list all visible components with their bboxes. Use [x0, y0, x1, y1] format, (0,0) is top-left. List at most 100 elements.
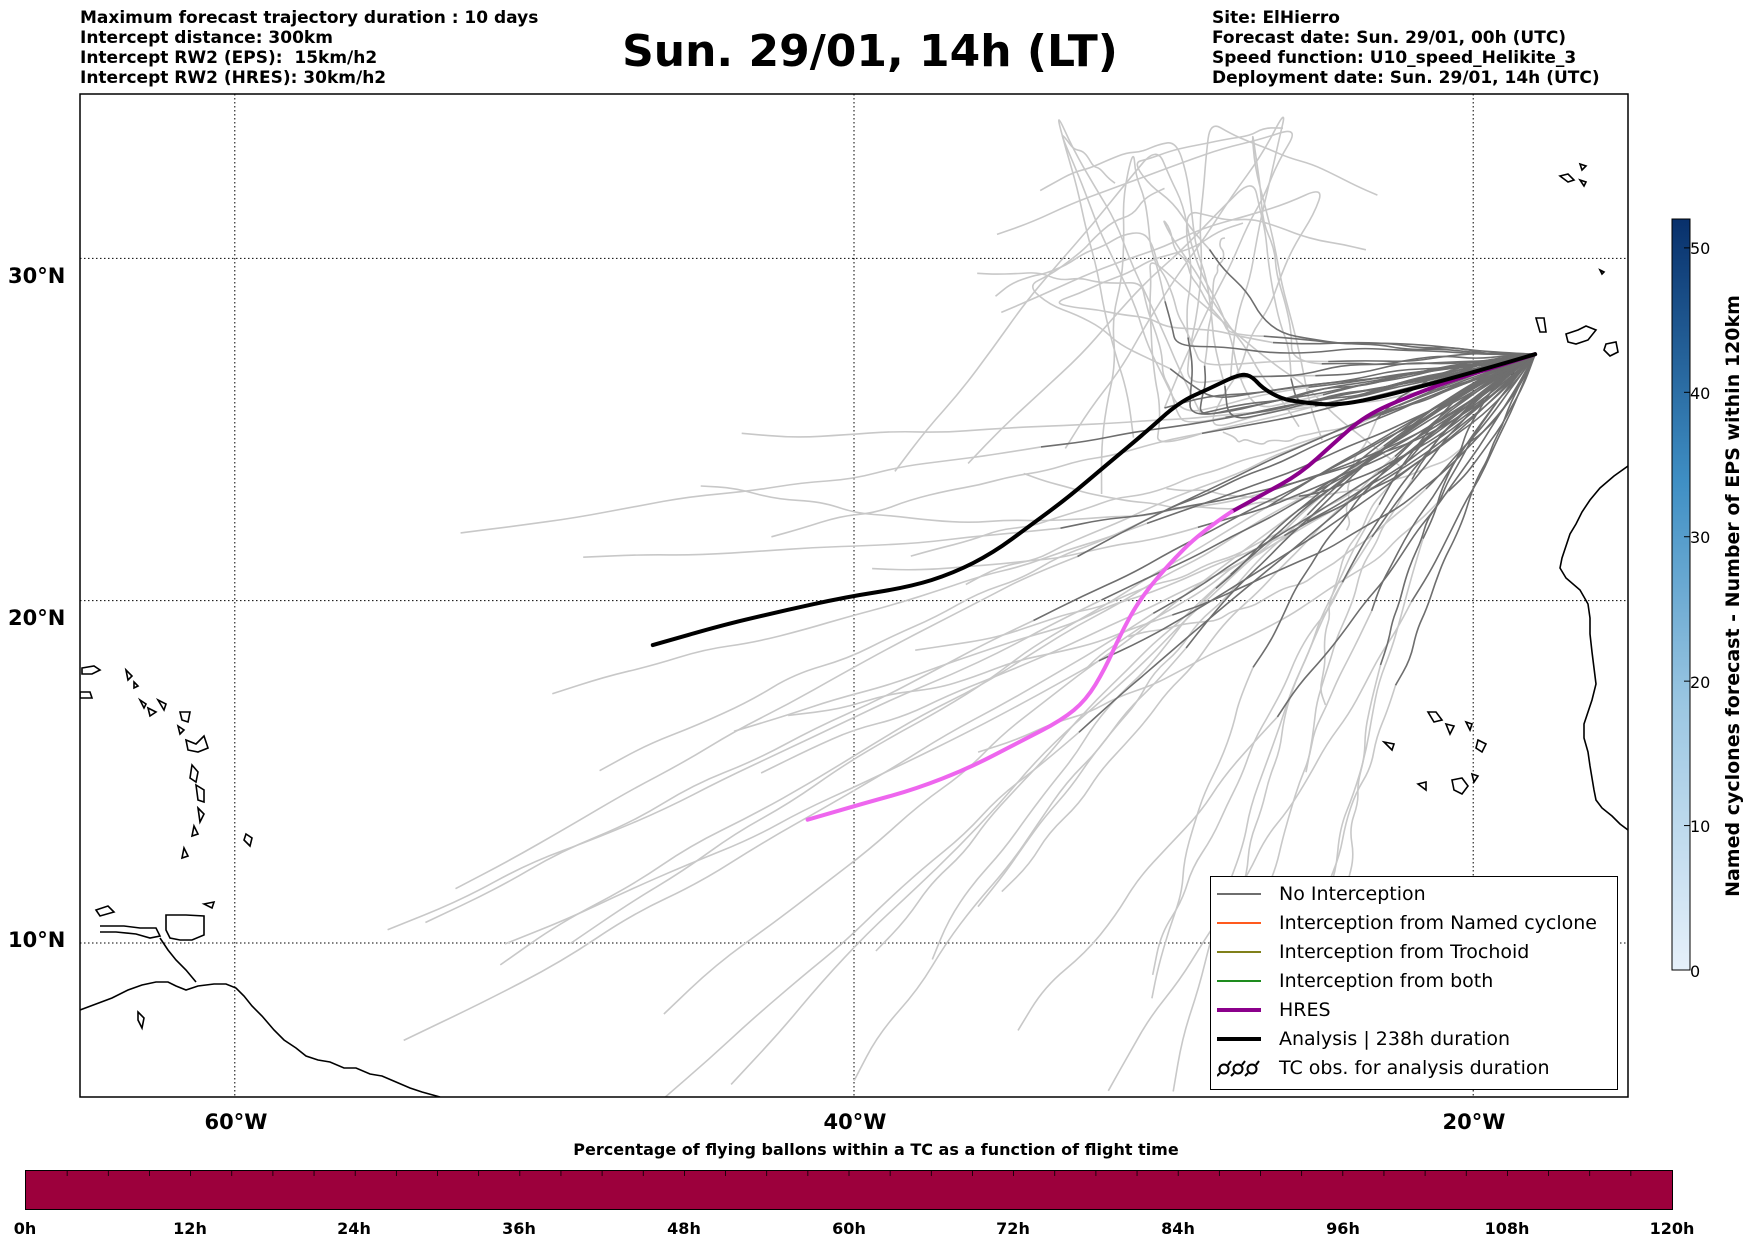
- intercept-eps-text: Intercept RW2 (EPS): 15km/h2: [80, 48, 378, 68]
- lon-label-60w: 60°W: [204, 1110, 268, 1134]
- eps-trajectory-faded: [1320, 464, 1406, 706]
- colorbar-ticks: [1684, 247, 1690, 971]
- legend-item-hres: HRES: [1217, 996, 1331, 1024]
- martinique: [194, 783, 205, 804]
- legend-item-trochoid: Interception from Trochoid: [1217, 938, 1529, 966]
- st-vincent: [190, 823, 200, 838]
- eps-trajectory: [1394, 353, 1536, 686]
- paria-peninsula: [100, 925, 162, 939]
- time-tick-label: 84h: [1161, 1219, 1195, 1238]
- colorbar-gradient: [1671, 218, 1691, 971]
- colorbar-tick-label: 50: [1690, 239, 1711, 258]
- time-tick-label: 48h: [667, 1219, 701, 1238]
- eps-trajectory-faded: [875, 573, 1232, 952]
- legend-label: HRES: [1279, 999, 1331, 1021]
- eps-trajectory-faded: [1107, 601, 1413, 1092]
- eps-trajectory-faded: [872, 526, 1199, 571]
- colorbar-tick-label: 30: [1690, 528, 1711, 547]
- eps-trajectories: [1033, 249, 1536, 733]
- eps-trajectory: [1371, 353, 1536, 538]
- cape-verde: [1381, 711, 1488, 796]
- eps-trajectory: [1208, 249, 1536, 356]
- legend: No Interception Interception from Named …: [1210, 876, 1618, 1090]
- eps-trajectory-faded: [1203, 237, 1226, 366]
- eps-trajectory: [1334, 353, 1536, 403]
- hres-trajectory-faded: [805, 509, 1234, 822]
- eps-trajectory-faded: [771, 405, 1316, 538]
- eps-trajectory: [1425, 353, 1536, 490]
- legend-label: TC obs. for analysis duration: [1279, 1057, 1550, 1079]
- eps-trajectory-faded: [599, 505, 1173, 772]
- legend-item-no-interception: No Interception: [1217, 880, 1426, 908]
- eps-trajectory-faded: [994, 232, 1329, 366]
- eps-trajectory-faded: [570, 507, 1267, 945]
- eps-trajectory-faded: [1172, 504, 1380, 1092]
- eps-trajectory-faded: [387, 599, 1102, 931]
- deployment-date-text: Deployment date: Sun. 29/01, 14h (UTC): [1212, 68, 1600, 88]
- time-bar-minor-ticks: [66, 1171, 1632, 1176]
- eps-trajectory-faded: [788, 614, 1173, 717]
- eps-trajectory-faded: [1149, 262, 1400, 467]
- time-tick-label: 60h: [832, 1219, 866, 1238]
- guadeloupe: [184, 734, 209, 753]
- colorbar: [1671, 218, 1691, 971]
- legend-label: Interception from both: [1279, 970, 1494, 992]
- eps-trajectory: [1276, 353, 1536, 718]
- time-tick-label: 96h: [1326, 1219, 1360, 1238]
- eps-trajectory-faded: [664, 731, 1080, 1097]
- eps-trajectory: [1315, 353, 1536, 492]
- eps-trajectory-faded: [977, 514, 1308, 908]
- eps-trajectory-faded: [1039, 141, 1226, 387]
- colorbar-tick-label: 40: [1690, 384, 1711, 403]
- grenada: [180, 845, 190, 860]
- eps-trajectory-faded: [1186, 125, 1378, 384]
- colorbar-tick-label: 20: [1690, 673, 1711, 692]
- eps-faded-trajectories: [387, 116, 1467, 1097]
- eps-trajectory-faded: [1136, 127, 1284, 251]
- eps-trajectory: [1306, 353, 1536, 523]
- island-azores-small: [1598, 268, 1606, 276]
- lon-label-20w: 20°W: [1442, 1110, 1506, 1134]
- lon-label-40w: 40°W: [823, 1110, 887, 1134]
- eps-trajectory: [1283, 353, 1536, 537]
- legend-swatch: [1217, 1029, 1261, 1049]
- africa-coast: [1559, 465, 1628, 831]
- time-tick-label: 72h: [996, 1219, 1030, 1238]
- dominica: [189, 763, 199, 784]
- eps-trajectory: [1370, 353, 1536, 612]
- eps-trajectory-faded: [499, 489, 1316, 966]
- legend-item-analysis: Analysis | 238h duration: [1217, 1025, 1510, 1053]
- eps-trajectory-faded: [733, 534, 1285, 733]
- puerto-rico-east: [80, 691, 94, 699]
- speed-function-text: Speed function: U10_speed_Helikite_3: [1212, 48, 1577, 68]
- eps-trajectory: [1098, 353, 1536, 662]
- small-islands-sa: [94, 905, 145, 1031]
- antigua: [178, 711, 191, 724]
- madeira: [1558, 162, 1588, 188]
- eps-trajectory: [1172, 353, 1536, 508]
- legend-label: Interception from Trochoid: [1279, 941, 1530, 963]
- legend-swatch: [1217, 884, 1261, 904]
- time-bar-title: Percentage of flying ballons within a TC…: [573, 1140, 1179, 1159]
- eps-trajectory-faded: [977, 490, 1450, 753]
- eps-trajectory-faded: [1017, 716, 1278, 1031]
- tobago: [201, 900, 216, 910]
- eps-trajectory-faded: [1151, 666, 1254, 999]
- cyclone-icon: [1216, 1058, 1261, 1078]
- eps-trajectory-faded: [460, 446, 1042, 534]
- eps-trajectory: [1164, 301, 1536, 356]
- legend-swatch: [1217, 942, 1261, 962]
- time-tick-label: 36h: [502, 1219, 536, 1238]
- colorbar-tick-label: 0: [1690, 962, 1701, 981]
- saint-lucia: [196, 805, 205, 825]
- time-tick-label: 0h: [13, 1219, 37, 1238]
- eps-trajectory: [1225, 353, 1536, 419]
- eps-trajectory-faded: [425, 619, 1034, 924]
- eps-trajectory: [1272, 341, 1536, 356]
- legend-item-both: Interception from both: [1217, 967, 1493, 995]
- intercept-distance-text: Intercept distance: 300km: [80, 28, 333, 48]
- colorbar-tick-label: 10: [1690, 817, 1711, 836]
- legend-swatch: [1217, 913, 1261, 933]
- main-trajectories: [650, 352, 1538, 822]
- eps-trajectory-faded: [1313, 538, 1424, 963]
